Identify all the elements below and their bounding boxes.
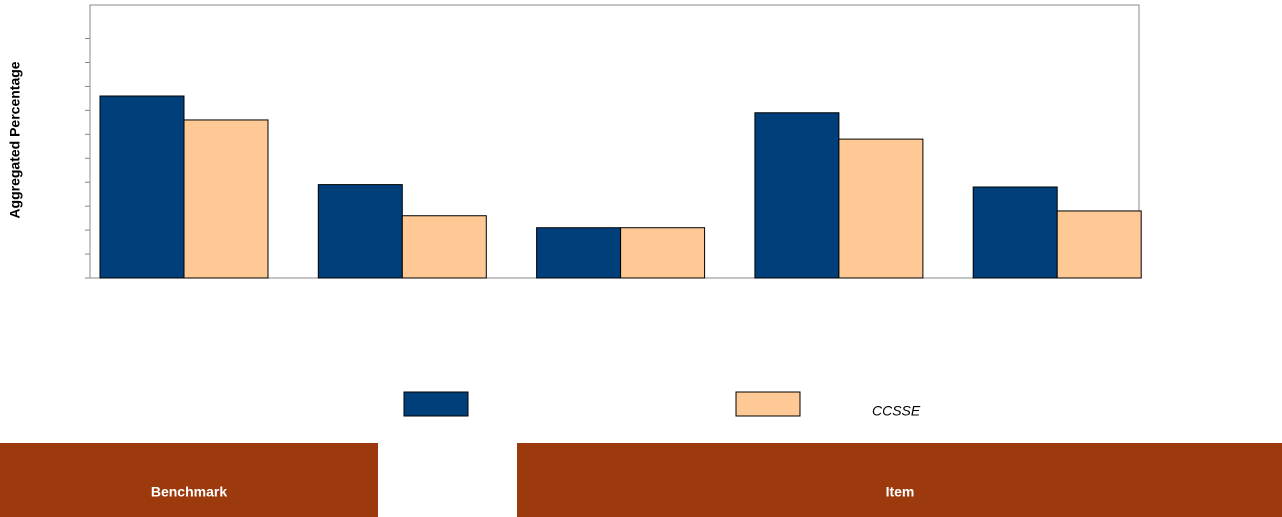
bar [183,119,269,279]
panel-band [0,443,378,517]
bar [536,227,622,279]
bar [620,227,706,279]
panel-label: Benchmark [151,484,227,500]
y-axis-label: Aggregated Percentage [7,61,23,218]
bar [1056,210,1142,279]
bar [401,215,487,279]
bar [838,138,924,279]
panel-band [517,443,1282,517]
legend-label: CCSSE [872,403,921,419]
panel-label: Item [886,484,915,500]
bar [99,95,185,279]
bar [972,186,1058,279]
bar [754,112,840,279]
legend-swatch [735,391,801,417]
bar [317,184,403,279]
legend-swatch [403,391,469,417]
